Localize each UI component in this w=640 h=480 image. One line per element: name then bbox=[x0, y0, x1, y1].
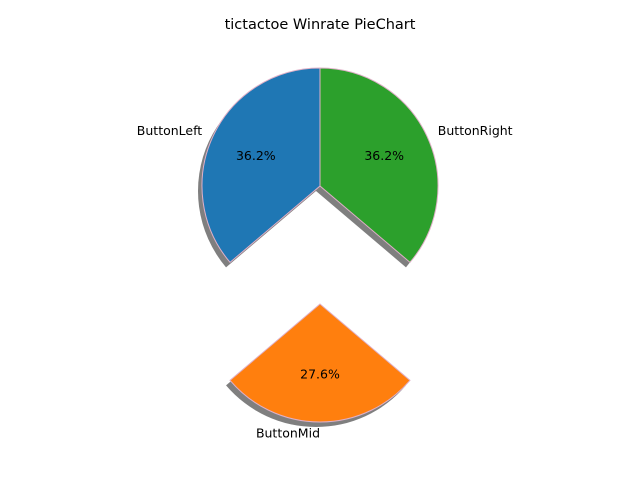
chart-title: tictactoe Winrate PieChart bbox=[225, 17, 416, 33]
slice-percent-buttonright: 36.2% bbox=[364, 148, 404, 163]
pie-slice-buttonright bbox=[319, 67, 439, 264]
pie-slice-buttonleft bbox=[201, 67, 321, 264]
slice-label-buttonmid: ButtonMid bbox=[256, 425, 320, 440]
slice-label-buttonright: ButtonRight bbox=[438, 123, 513, 138]
pie-slices bbox=[201, 67, 439, 423]
slice-labels: ButtonLeft 36.2% ButtonMid 27.6% ButtonRight… bbox=[137, 123, 513, 440]
slice-percent-buttonleft: 36.2% bbox=[236, 148, 276, 163]
pie-slice-buttonmid bbox=[229, 303, 411, 423]
slice-label-buttonleft: ButtonLeft bbox=[137, 123, 202, 138]
slice-percent-buttonmid: 27.6% bbox=[300, 366, 340, 381]
